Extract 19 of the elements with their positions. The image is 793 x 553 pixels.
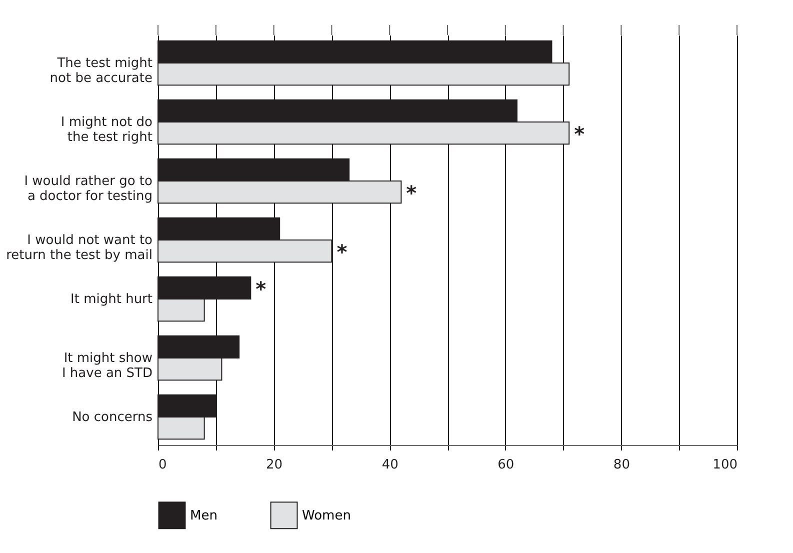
y-tick-label: It might hurt (70, 292, 152, 307)
x-tick-label: 40 (382, 458, 398, 472)
x-tick-label: 60 (498, 458, 514, 472)
y-tick-label: I would not want to return the test by mail (6, 233, 153, 263)
annotation: * (336, 240, 348, 264)
legend-label: Women (302, 508, 351, 524)
annotation: * (574, 122, 586, 146)
y-tick-label: It might show I have an STD (62, 350, 153, 381)
annotation: * (256, 276, 267, 301)
x-tick-label: 100 (712, 458, 738, 472)
y-tick-label: The test might not be accurate (50, 56, 152, 86)
legend-label: Men (190, 508, 218, 524)
x-tick-label: 80 (613, 458, 630, 472)
y-tick-label: I might not do the test right (60, 115, 153, 146)
y-tick-label: I would rather go to a doctor for testing (24, 174, 153, 204)
y-tick-label: No concerns (72, 410, 153, 425)
x-tick-label: 0 (158, 458, 167, 472)
x-tick-label: 20 (266, 458, 283, 472)
annotation: * (406, 181, 418, 206)
